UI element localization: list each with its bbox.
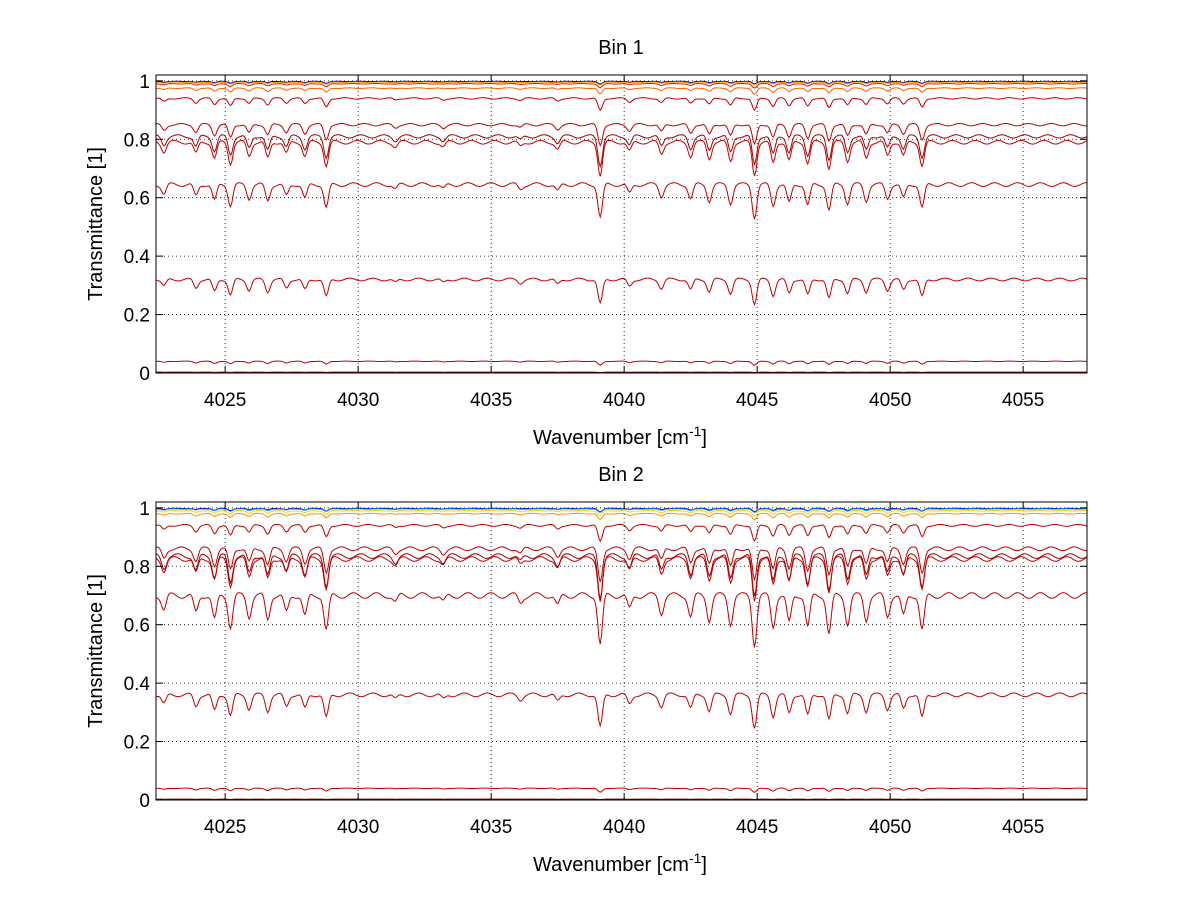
x-tick-label: 4045 [736, 390, 778, 411]
x-tick-label: 4040 [603, 390, 645, 411]
series-line [155, 277, 1088, 307]
series-line [155, 592, 1088, 648]
series-line [155, 97, 1088, 112]
chart-title: Bin 1 [598, 37, 644, 59]
series-line [155, 523, 1088, 543]
x-ticks: 4025 4030 4035 4040 4045 4050 4055 [204, 502, 1044, 838]
x-tick-label: 4040 [603, 817, 645, 838]
chart-title: Bin 2 [598, 464, 644, 486]
y-ticks: 0 0.2 0.4 0.6 0.8 1 [124, 499, 1087, 812]
y-axis-label: Transmittance [1] [85, 574, 107, 728]
y-tick-label: 0.8 [124, 130, 150, 151]
x-tick-label: 4055 [1002, 390, 1044, 411]
x-tick-label: 4030 [337, 817, 379, 838]
series-line [155, 556, 1088, 602]
x-tick-label: 4035 [470, 817, 512, 838]
x-axis-label: Wavenumber [cm-1] [533, 423, 707, 449]
x-ticks: 4025 4030 4035 4040 4045 4050 4055 [204, 75, 1044, 411]
x-axis-label: Wavenumber [cm-1] [533, 850, 707, 876]
y-tick-label: 0.2 [124, 733, 150, 754]
y-tick-label: 1 [139, 499, 150, 520]
plot-frame [155, 501, 1088, 801]
series-line [155, 509, 1088, 517]
series-line [155, 360, 1088, 366]
y-ticks: 0 0.2 0.4 0.6 0.8 1 [124, 72, 1087, 385]
series-line [155, 81, 1088, 86]
x-tick-label: 4050 [869, 390, 911, 411]
y-tick-label: 0 [139, 364, 150, 385]
y-tick-label: 0.6 [124, 189, 150, 210]
series-line [155, 80, 1088, 85]
series-line [155, 507, 1088, 513]
x-tick-label: 4055 [1002, 817, 1044, 838]
y-tick-label: 0.4 [124, 247, 151, 268]
series-line [155, 553, 1088, 600]
series-line [155, 546, 1088, 583]
series-line [155, 134, 1088, 169]
y-tick-label: 1 [139, 72, 150, 93]
series-line [155, 692, 1088, 729]
series-lines [155, 80, 1088, 374]
y-tick-label: 0.2 [124, 306, 150, 327]
x-tick-label: 4045 [736, 817, 778, 838]
y-axis-label: Transmittance [1] [85, 147, 107, 301]
y-tick-label: 0 [139, 791, 150, 812]
series-lines [155, 507, 1088, 801]
y-tick-label: 0.6 [124, 616, 150, 637]
plot-area [156, 502, 1087, 800]
plot-area [156, 75, 1087, 373]
x-tick-label: 4050 [869, 817, 911, 838]
panel-bin-2: Bin 2 4025 4030 4035 4040 4045 4050 4055 00.20… [85, 464, 1088, 876]
plot-frame [155, 74, 1088, 374]
series-line [155, 83, 1088, 89]
panel-bin-1: Bin 1 4025 4030 4035 4040 4045 4050 4055 00.20… [85, 37, 1088, 449]
x-tick-label: 4035 [470, 390, 512, 411]
series-line [155, 182, 1088, 220]
y-tick-label: 0.8 [124, 557, 150, 578]
x-tick-label: 4030 [337, 390, 379, 411]
series-line [155, 139, 1088, 177]
x-tick-label: 4025 [204, 817, 246, 838]
y-tick-label: 0.4 [124, 674, 151, 695]
series-line [155, 508, 1088, 513]
series-line [155, 87, 1088, 95]
grid [156, 502, 1087, 801]
x-tick-label: 4025 [204, 390, 246, 411]
series-line [155, 787, 1088, 793]
series-line [155, 512, 1088, 521]
grid [156, 75, 1087, 374]
series-line [155, 122, 1088, 147]
